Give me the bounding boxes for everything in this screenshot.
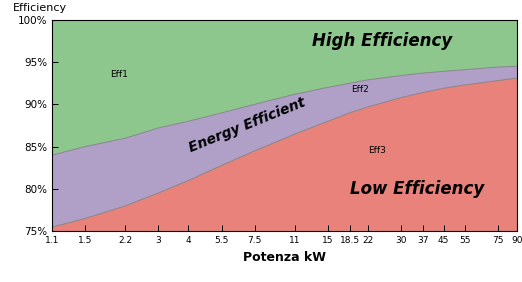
Text: Eff2: Eff2 xyxy=(352,85,370,94)
Text: Efficiency: Efficiency xyxy=(13,3,67,14)
Text: High Efficiency: High Efficiency xyxy=(312,32,452,50)
X-axis label: Potenza kW: Potenza kW xyxy=(243,251,326,264)
Text: Energy Efficient: Energy Efficient xyxy=(187,96,308,155)
Text: Low Efficiency: Low Efficiency xyxy=(350,180,484,198)
Text: Eff3: Eff3 xyxy=(368,146,386,155)
Text: Eff1: Eff1 xyxy=(110,70,128,79)
